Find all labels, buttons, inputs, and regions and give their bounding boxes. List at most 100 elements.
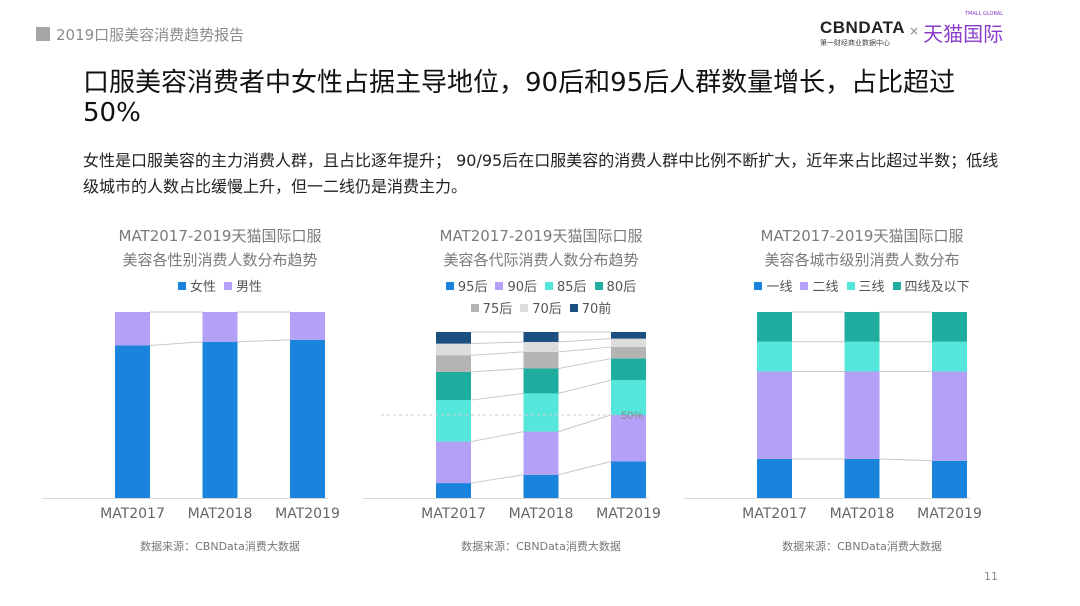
bar-segment — [523, 341, 559, 352]
bar-segment — [611, 461, 646, 498]
legend-swatch — [846, 282, 855, 290]
bar-segment — [844, 371, 880, 459]
x-tick-label: MAT2017 — [742, 506, 807, 522]
connector-line — [470, 474, 524, 484]
bar-segment — [523, 332, 559, 342]
legend-label: 男性 — [236, 280, 263, 295]
bar-segment — [611, 338, 646, 347]
chart-title-line: MAT2017-2019天猫国际口服 — [118, 227, 322, 245]
bar-segment — [436, 400, 471, 442]
bar-segment — [436, 371, 471, 401]
legend-label: 70后 — [532, 302, 562, 317]
bar-segment — [844, 341, 880, 372]
chart-plot — [684, 311, 970, 499]
bar-segment — [611, 332, 646, 339]
chart-legend: 女性 男性 — [60, 277, 380, 299]
connector-line — [470, 431, 524, 443]
legend-label: 四线及以下 — [904, 280, 970, 295]
x-tick-label: MAT2018 — [829, 506, 895, 522]
legend-label: 一线 — [766, 280, 793, 295]
reference-line-label: 50% — [621, 410, 643, 422]
legend-item: 女性 — [177, 277, 216, 299]
page-title: 口服美容消费者中女性占据主导地位，90后和95后人群数量增长，占比超过50% — [83, 68, 956, 128]
legend-swatch — [520, 304, 529, 312]
connector-line — [470, 368, 524, 373]
legend-label: 80后 — [606, 280, 637, 295]
connector-line — [879, 458, 933, 462]
report-title: 2019口服美容消费趋势报告 — [56, 26, 245, 44]
x-tick-label: MAT2018 — [187, 506, 253, 522]
legend-label: 90后 — [507, 280, 537, 295]
chart-title: MAT2017-2019天猫国际口服 美容各代际消费人数分布趋势 — [381, 224, 701, 272]
bar-segment — [523, 351, 559, 369]
connector-line — [558, 338, 612, 343]
legend-swatch — [754, 282, 763, 290]
connector-line — [558, 379, 612, 394]
legend-label: 85后 — [557, 280, 587, 295]
legend-label: 三线 — [858, 280, 885, 295]
chart-source: 数据来源：CBNData消费大数据 — [461, 540, 621, 553]
chart-legend: 95后 90后 85后 80后 75后 70后 70前 — [381, 277, 701, 321]
legend-item: 70前 — [569, 299, 612, 321]
x-tick-label: MAT2017 — [421, 506, 486, 522]
bar-segment — [436, 343, 471, 356]
chart-plot: 50% — [363, 331, 649, 499]
bar-segment — [757, 458, 792, 498]
legend-item: 90后 — [495, 277, 537, 299]
legend-item: 85后 — [545, 277, 587, 299]
cbn-logo-text: CBNDATA — [820, 18, 906, 37]
page-subtitle: 女性是口服美容的主力消费人群，且占比逐年提升； 90/95后在口服美容的消费人群… — [83, 151, 999, 196]
legend-swatch — [495, 282, 504, 290]
bar-segment — [523, 393, 559, 432]
bar-segment — [115, 345, 150, 498]
header-square-icon — [36, 27, 50, 41]
connector-line — [470, 392, 524, 401]
x-tick-label: MAT2017 — [100, 506, 165, 522]
chart-title-line: 美容各城市级别消费人数分布 — [764, 251, 960, 269]
legend-swatch — [177, 282, 186, 290]
legend-label: 70前 — [581, 302, 612, 317]
bar-segment — [436, 355, 471, 372]
legend-item: 三线 — [846, 277, 885, 299]
bar-segment — [757, 371, 792, 459]
bar-segment — [932, 341, 967, 372]
legend-item: 男性 — [224, 277, 262, 299]
bar-segment — [757, 341, 792, 372]
bar-segment — [844, 458, 880, 498]
connector-line — [558, 346, 612, 353]
bar-segment — [611, 358, 646, 381]
bar-segment — [115, 312, 150, 346]
x-tick-label: MAT2019 — [596, 506, 661, 522]
legend-item: 70后 — [520, 299, 562, 321]
connector-line — [558, 414, 612, 433]
page-number: 11 — [984, 570, 998, 583]
legend-swatch — [545, 282, 553, 290]
legend-swatch — [892, 282, 901, 290]
legend-label: 二线 — [812, 280, 839, 295]
legend-label: 95后 — [457, 280, 488, 295]
bar-segment — [932, 460, 967, 498]
bar-segment — [290, 312, 325, 340]
chart-legend: 一线 二线 三线 四线及以下 — [702, 277, 1022, 299]
cbn-logo-sub: 第一财经商业数据中心 — [820, 39, 890, 47]
bar-segment — [932, 312, 967, 342]
legend-item: 75后 — [470, 299, 512, 321]
bar-segment — [202, 312, 238, 342]
connector-line — [237, 339, 291, 343]
legend-swatch — [594, 282, 603, 290]
connector-line — [149, 341, 203, 346]
tmall-name: 天猫国际 — [923, 22, 1004, 46]
legend-item: 一线 — [754, 277, 792, 299]
bar-segment — [436, 332, 471, 344]
bar-segment — [611, 346, 646, 359]
bar-segment — [523, 368, 559, 394]
bar-segment — [523, 474, 559, 498]
legend-item: 95后 — [445, 277, 488, 299]
legend-swatch — [569, 304, 578, 312]
bar-segment — [844, 312, 880, 342]
chart-title: MAT2017-2019天猫国际口服 美容各城市级别消费人数分布 — [702, 224, 1022, 272]
x-tick-label: MAT2018 — [508, 506, 574, 522]
connector-line — [470, 351, 524, 356]
bar-segment — [523, 431, 559, 475]
tmall-sub: TMALL GLOBAL — [965, 11, 1004, 17]
